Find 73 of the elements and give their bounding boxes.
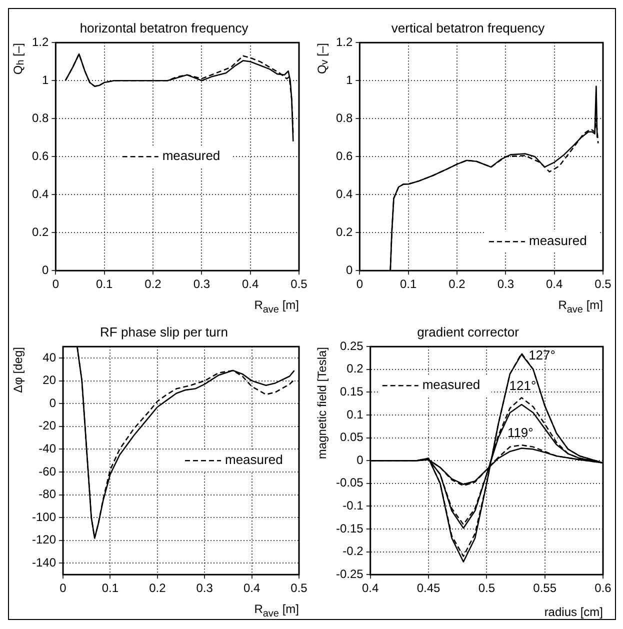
x-tick-label: 0.2 [144,277,162,292]
x-axis-title: R$_{ave}$ [m] [254,298,299,315]
x-tick-label: 0.3 [497,277,514,292]
y-tick-label: 0.8 [32,110,49,125]
x-tick-label: 0.3 [196,581,214,596]
annotation: 121° [509,378,536,393]
y-tick-label: 0.25 [340,338,364,353]
legend-label: measured [162,148,220,164]
x-tick-label: 0.4 [243,581,260,596]
y-tick-label: -120 [32,532,56,547]
y-tick-label: 0.2 [32,224,49,239]
legend-label: measured [225,452,283,468]
y-tick-label: -0.1 [342,498,364,513]
x-axis-title: radius [cm] [544,605,603,619]
y-tick-label: 0.6 [32,148,49,163]
y-tick-label: -100 [32,510,56,524]
annotation: 127° [528,348,556,363]
y-tick-label: -0.2 [342,544,364,558]
x-tick-label: 0.3 [193,277,210,292]
x-tick-label: 0.5 [478,581,496,596]
x-tick-label: 0.5 [594,277,612,292]
y-tick-label: 0 [346,262,353,277]
y-tick-label: -0.05 [336,476,364,490]
y-tick-label: 0.15 [340,384,364,399]
x-axis-title: R$_{ave}$ [m] [254,602,299,619]
chart-title: horizontal betatron frequency [80,20,249,36]
x-tick-label: 0.4 [362,581,380,596]
x-axis-title: R$_{ave}$ [m] [558,298,603,315]
y-axis-title: Δφ [deg] [11,347,25,393]
y-tick-label: -40 [38,442,56,456]
y-tick-label: 1 [42,72,49,87]
x-tick-label: 0.4 [242,277,259,292]
x-tick-label: 0.4 [546,277,563,292]
annotation: 119° [507,425,534,440]
y-tick-label: -80 [38,487,56,502]
y-tick-label: -60 [38,464,56,478]
y-tick-label: 1.2 [336,34,353,49]
x-tick-label: 0.45 [416,581,441,596]
y-tick-label: -20 [38,418,56,433]
y-tick-label: 40 [42,350,56,364]
y-tick-label: -0.15 [336,521,364,536]
y-tick-label: 0.2 [346,362,364,376]
y-tick-label: 0.8 [336,110,353,125]
x-tick-label: 0.1 [96,277,114,292]
x-tick-label: 0.5 [290,277,308,292]
legend-label: measured [422,377,480,392]
x-tick-label: 0.2 [448,277,466,292]
y-tick-label: 20 [42,373,56,388]
y-tick-label: 1 [346,72,353,87]
x-tick-label: 0.5 [290,581,308,596]
y-tick-label: 0 [49,396,56,410]
y-tick-label: 0.1 [346,407,364,422]
chart-title: gradient corrector [417,324,520,340]
y-axis-title: magnetic field [Tesla] [315,347,329,460]
x-tick-label: 0 [60,581,67,596]
x-tick-label: 0.2 [149,581,166,596]
y-tick-label: 0 [356,452,364,467]
y-tick-label: 0.4 [32,186,49,201]
y-tick-label: -140 [32,556,56,570]
y-tick-label: 0.05 [340,430,364,444]
chart-title: RF phase slip per turn [100,324,228,340]
x-tick-label: 0.6 [594,581,612,596]
x-tick-label: 0.1 [102,581,119,596]
legend-label: measured [529,233,587,248]
y-tick-label: 0.2 [336,224,353,239]
y-tick-label: -0.25 [336,566,364,581]
y-tick-label: 0.4 [336,186,353,201]
x-tick-label: 0.55 [533,581,557,596]
y-tick-label: 1.2 [32,34,49,49]
chart-title: vertical betatron frequency [391,20,546,36]
y-tick-label: 0.6 [336,148,353,163]
x-tick-label: 0.1 [400,277,418,292]
y-tick-label: 0 [42,262,49,277]
